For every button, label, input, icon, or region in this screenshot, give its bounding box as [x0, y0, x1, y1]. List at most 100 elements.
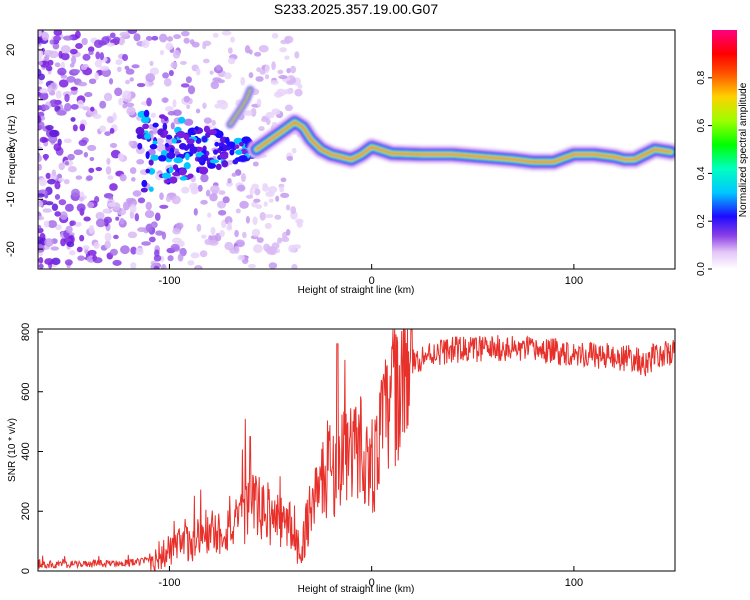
noise-blob: [64, 93, 70, 103]
noise-blob: [38, 73, 46, 81]
noise-blob: [271, 61, 276, 71]
noise-blob: [67, 165, 77, 173]
noise-blob: [178, 116, 186, 124]
noise-blob: [266, 118, 271, 126]
noise-blob: [88, 78, 97, 85]
noise-blob: [216, 200, 227, 209]
spectrogram-x-label: Height of straight line (km): [298, 285, 415, 296]
noise-blob: [161, 172, 172, 179]
noise-blob: [63, 178, 70, 185]
noise-blob: [148, 167, 156, 175]
snr-series-line: [38, 329, 675, 571]
noise-blob: [161, 97, 169, 103]
noise-blob: [59, 211, 68, 220]
noise-blob: [240, 173, 246, 183]
noise-blob: [240, 148, 249, 155]
noise-blob: [65, 225, 73, 234]
noise-blob: [149, 143, 158, 150]
noise-blob: [275, 195, 280, 202]
noise-blob: [170, 61, 178, 69]
noise-blob: [294, 88, 303, 97]
noise-blob: [122, 90, 132, 100]
noise-blob: [38, 163, 42, 171]
noise-blob: [64, 103, 72, 112]
noise-blob: [74, 221, 82, 227]
noise-blob: [152, 122, 159, 128]
noise-blob: [214, 130, 224, 139]
noise-blob: [135, 126, 145, 135]
noise-blob: [221, 30, 232, 36]
noise-blob: [70, 220, 76, 226]
noise-blob: [45, 124, 54, 131]
noise-blob: [148, 81, 154, 86]
noise-blob: [39, 91, 49, 101]
noise-blob: [162, 72, 169, 79]
noise-blob: [38, 236, 43, 245]
noise-blob: [271, 108, 281, 116]
noise-blob: [127, 30, 138, 35]
noise-blob: [291, 147, 297, 154]
noise-blob: [235, 208, 241, 214]
y-tick-label: -10: [5, 191, 17, 207]
noise-blob: [43, 220, 50, 228]
noise-blob: [297, 84, 303, 89]
noise-blob: [235, 169, 242, 176]
noise-blob: [268, 262, 278, 269]
noise-blob: [136, 133, 143, 140]
noise-blob: [66, 241, 75, 248]
noise-blob: [53, 35, 62, 42]
noise-blob: [219, 230, 225, 238]
noise-blob: [64, 203, 74, 212]
noise-blob: [74, 30, 81, 39]
noise-blob: [177, 253, 184, 262]
noise-blob: [51, 169, 57, 177]
noise-blob: [247, 263, 257, 269]
noise-blob: [185, 76, 192, 84]
noise-blob: [58, 79, 69, 88]
noise-blob: [38, 200, 44, 207]
noise-blob: [214, 141, 220, 147]
noise-blob: [198, 166, 209, 175]
noise-blob: [165, 42, 174, 51]
noise-blob: [44, 258, 54, 265]
noise-blob: [93, 241, 100, 249]
noise-blob: [200, 199, 208, 205]
noise-blob: [239, 200, 249, 209]
noise-blob: [203, 117, 212, 124]
noise-blob: [157, 128, 166, 136]
noise-blob: [38, 193, 45, 198]
noise-blob: [183, 37, 190, 44]
noise-blob: [264, 64, 270, 73]
noise-blob: [51, 257, 61, 266]
noise-blob: [106, 157, 111, 165]
noise-blob: [145, 36, 153, 41]
noise-blob: [70, 104, 79, 110]
noise-blob: [57, 67, 67, 76]
noise-blob: [109, 183, 118, 191]
noise-blob: [209, 159, 220, 164]
noise-blob: [106, 42, 115, 47]
snr-y-ticks: 0 200 400 600 800: [20, 323, 43, 574]
noise-blob: [256, 237, 264, 243]
noise-blob: [189, 146, 198, 154]
noise-blob: [163, 78, 172, 87]
noise-blob: [108, 202, 116, 207]
noise-blob: [159, 49, 165, 56]
x-tick-label: 0: [369, 577, 375, 589]
noise-blob: [227, 178, 232, 184]
noise-blob: [112, 259, 122, 266]
spectrogram-y-label: Frequency (Hz): [7, 116, 18, 185]
noise-blob: [83, 216, 91, 222]
colorbar-tick-label: 0.4: [696, 166, 707, 180]
noise-blob: [75, 175, 83, 180]
noise-blob: [63, 138, 72, 144]
noise-blob: [159, 33, 168, 43]
noise-blob: [88, 225, 95, 234]
noise-blob: [278, 74, 288, 80]
noise-blob: [60, 52, 70, 61]
noise-blob: [53, 143, 62, 152]
noise-blob: [225, 181, 234, 187]
noise-blob: [77, 81, 88, 87]
noise-blob: [288, 244, 296, 253]
